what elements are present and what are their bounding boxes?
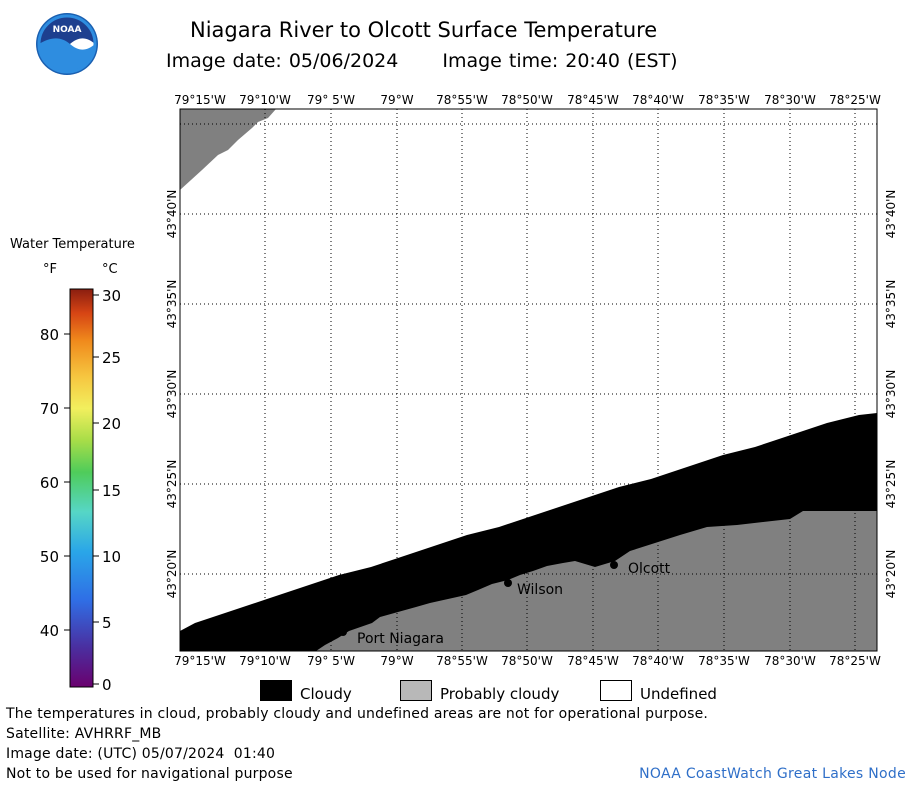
lat-label: 43°40'N (884, 190, 898, 239)
f-tick: 50 (40, 548, 59, 566)
lon-label: 78°55'W (436, 93, 488, 107)
undefined-swatch (600, 680, 632, 701)
graticule (180, 109, 877, 651)
lon-label: 78°40'W (632, 654, 684, 668)
probably-cloudy-swatch (400, 680, 432, 701)
land-nw (180, 109, 276, 190)
cloudy-label: Cloudy (300, 685, 352, 703)
scale-ticks (64, 294, 99, 685)
lon-labels-bottom: 79°15'W 79°10'W 79° 5'W 79°W 78°55'W 78°… (174, 654, 881, 668)
image-time: Image time: 20:40 (EST) (442, 50, 678, 72)
operational-note: The temperatures in cloud, probably clou… (6, 706, 709, 722)
map-area (180, 109, 877, 651)
place-port-niagara: Port Niagara (357, 631, 444, 647)
lon-label: 78°45'W (567, 654, 619, 668)
land-south (316, 511, 877, 651)
lon-label: 79°W (380, 93, 413, 107)
map-title: Niagara River to Olcott Surface Temperat… (190, 18, 658, 42)
f-tick: 80 (40, 326, 59, 344)
c-tick: 25 (102, 349, 121, 367)
lat-label: 43°20'N (165, 550, 179, 599)
wilson-marker (504, 579, 512, 587)
image-datetime: Image date: 05/06/2024 Image time: 20:40 … (166, 50, 678, 72)
c-tick: 15 (102, 482, 121, 500)
lat-label: 43°40'N (165, 190, 179, 239)
probably-cloudy-label: Probably cloudy (440, 685, 560, 703)
image-date: Image date: 05/06/2024 (166, 50, 399, 72)
lat-label: 43°20'N (884, 550, 898, 599)
port-niagara-marker (339, 628, 347, 636)
lon-label: 79°10'W (239, 654, 291, 668)
satellite-info: Satellite: AVHRRF_MB (6, 726, 162, 742)
lon-label: 78°25'W (829, 93, 881, 107)
lon-label: 78°30'W (764, 654, 816, 668)
place-olcott: Olcott (628, 561, 671, 577)
f-tick: 60 (40, 474, 59, 492)
lat-label: 43°30'N (884, 370, 898, 419)
c-tick: 5 (102, 614, 112, 632)
credit-link[interactable]: NOAA CoastWatch Great Lakes Node (639, 766, 906, 782)
lat-label: 43°35'N (884, 280, 898, 329)
lon-label: 79° 5'W (307, 93, 355, 107)
cloudy-swatch (260, 680, 292, 701)
c-tick: 0 (102, 676, 112, 694)
c-tick: 30 (102, 287, 121, 305)
lon-labels-top: 79°15'W 79°10'W 79° 5'W 79°W 78°55'W 78°… (174, 93, 881, 107)
lon-label: 78°30'W (764, 93, 816, 107)
utc-date: Image date: (UTC) 05/07/2024 01:40 (6, 746, 276, 762)
lon-label: 78°50'W (501, 93, 553, 107)
temperature-color-scale (69, 288, 94, 688)
lat-labels-right: 43°40'N 43°35'N 43°30'N 43°25'N 43°20'N (884, 190, 898, 599)
lat-labels-left: 43°40'N 43°35'N 43°30'N 43°25'N 43°20'N (165, 190, 179, 599)
lon-label: 79°W (380, 654, 413, 668)
c-tick: 20 (102, 415, 121, 433)
lon-label: 78°35'W (698, 93, 750, 107)
logo-text: NOAA (53, 25, 82, 35)
lon-label: 78°35'W (698, 654, 750, 668)
lon-label: 79°15'W (174, 93, 226, 107)
lon-label: 79° 5'W (307, 654, 355, 668)
lat-label: 43°25'N (165, 460, 179, 509)
legend-title: Water Temperature (10, 237, 135, 252)
navigation-warning: Not to be used for navigational purpose (6, 766, 293, 782)
fahrenheit-ticks: 40 50 60 70 80 (40, 326, 59, 640)
lon-label: 78°50'W (501, 654, 553, 668)
lon-label: 79°10'W (239, 93, 291, 107)
undefined-label: Undefined (640, 685, 717, 703)
lat-label: 43°35'N (165, 280, 179, 329)
f-tick: 70 (40, 400, 59, 418)
lon-label: 78°40'W (632, 93, 684, 107)
f-tick: 40 (40, 622, 59, 640)
map-frame (179, 108, 878, 652)
celsius-ticks: 0 5 10 15 20 25 30 (102, 287, 121, 694)
unit-celsius: °C (102, 262, 118, 277)
lon-label: 79°15'W (174, 654, 226, 668)
unit-fahrenheit: °F (43, 262, 57, 277)
lat-label: 43°30'N (165, 370, 179, 419)
olcott-marker (610, 561, 618, 569)
c-tick: 10 (102, 548, 121, 566)
place-wilson: Wilson (517, 582, 563, 598)
lat-label: 43°25'N (884, 460, 898, 509)
lon-label: 78°55'W (436, 654, 488, 668)
noaa-logo-icon: NOAA (36, 13, 98, 75)
lon-label: 78°45'W (567, 93, 619, 107)
lon-label: 78°25'W (829, 654, 881, 668)
